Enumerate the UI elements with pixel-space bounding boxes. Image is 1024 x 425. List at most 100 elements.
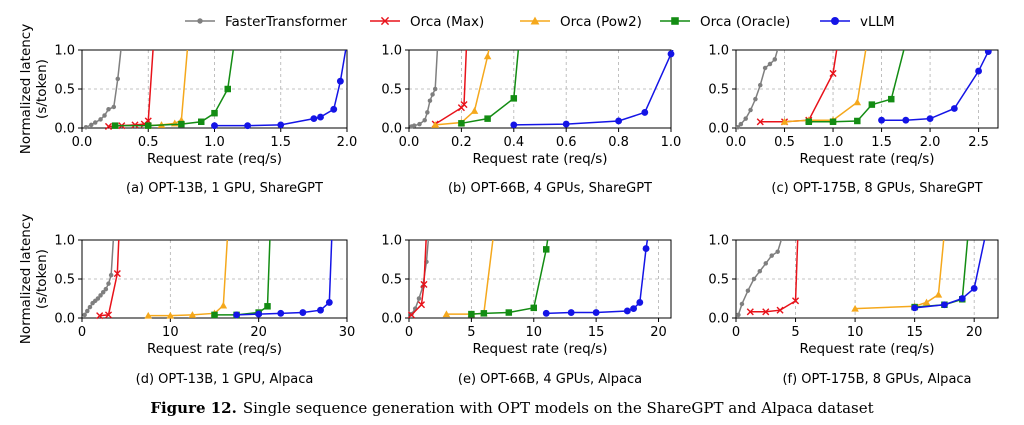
data-point [767,61,773,67]
x-tick-label: 10 [847,325,864,340]
subplot-title: (f) OPT-175B, 8 GPUs, Alpaca [782,372,971,387]
x-axis-label: Request rate (req/s) [147,341,282,357]
data-point [745,288,751,293]
data-point [748,107,753,113]
x-tick-label: 15 [588,325,605,340]
series-line [808,50,905,123]
series-line [546,240,649,315]
data-point [93,120,98,125]
data-point [98,117,103,122]
series-line [760,50,838,123]
x-tick-label: 0.4 [503,135,524,150]
x-tick-label: 0.5 [138,135,159,150]
y-tick-label: 0.0 [54,122,75,137]
data-point [430,92,435,97]
data-point [277,309,285,317]
x-tick-label: 1.5 [871,135,892,150]
y-tick-label: 1.0 [708,44,729,59]
legend-item: Orca (Max) [370,14,484,30]
data-point [934,290,943,298]
x-tick-label: 1.0 [661,135,682,150]
data-point [775,249,780,254]
data-point [468,310,475,318]
series-line [148,240,229,317]
data-point [753,96,758,102]
data-point [878,116,885,124]
data-point [902,116,910,124]
series-line [214,50,347,127]
y-tick-label: 1.0 [54,234,75,249]
data-point [108,272,114,278]
data-point [829,69,837,77]
data-point [83,124,89,130]
y-tick-label: 0.0 [54,312,75,327]
legend-label: Orca (Pow2) [560,14,642,30]
data-point [776,306,784,314]
data-point [483,52,492,60]
data-point [244,122,252,130]
data-point [940,301,948,309]
legend-label: Orca (Oracle) [700,14,790,30]
series-line [411,50,439,128]
data-point [510,121,518,129]
x-tick-label: 0.2 [451,135,472,150]
chart-panel: 0.0 0.2 0.4 0.6 0.8 1.0 0.0 0.5 1.0 Request rate … [381,44,682,197]
x-tick-label: 1.0 [204,135,225,150]
data-point [762,308,770,316]
y-tick-label: 1.0 [381,234,402,249]
data-point [96,312,104,320]
x-tick-label: 15 [906,325,923,340]
data-point [317,113,324,121]
data-point [417,121,422,127]
data-point [738,121,744,127]
data-point [85,308,90,314]
x-tick-label: 0 [78,325,86,340]
x-tick-label: 5 [467,325,475,340]
data-point [743,116,748,121]
data-point [970,284,978,292]
data-point [103,286,109,292]
data-point [484,115,491,122]
x-tick-label: 30 [339,325,356,340]
y-tick-label: 1.0 [708,234,729,249]
data-point [746,308,754,316]
data-point [111,104,117,110]
data-point [868,101,876,108]
x-tick-label: 0.8 [608,135,629,150]
data-point [984,50,992,55]
data-point [851,304,859,312]
data-point [922,298,931,306]
data-point [89,122,94,128]
subplot-title: (e) OPT-66B, 4 GPUs, Alpaca [458,372,642,387]
data-point [975,67,983,75]
legend-item: Orca (Pow2) [520,14,642,30]
chart-panel: 0 10 20 30 0.0 0.5 1.0 Request rate (req/s) Norm… [18,214,355,387]
y-tick-label: 0.5 [381,273,402,288]
data-point [420,280,428,289]
x-axis-label: Request rate (req/s) [472,151,607,167]
data-point [325,298,333,306]
data-point [233,311,241,319]
data-point [95,296,101,301]
data-point [113,269,121,278]
subplot-title: (a) OPT-13B, 1 GPU, ShareGPT [126,181,323,196]
x-tick-label: 0.6 [556,135,577,150]
x-axis-label: Request rate (req/s) [799,341,934,357]
data-point [623,307,631,315]
data-point [416,296,422,301]
data-point [145,122,152,129]
x-tick-label: 0 [732,325,740,340]
data-point [739,301,745,307]
x-axis-label: Request rate (req/s) [799,151,934,167]
data-point [277,121,285,129]
caption-text: Single sequence generation with OPT mode… [243,399,874,417]
data-point [757,268,763,274]
x-tick-label: 0.5 [774,135,795,150]
data-point [505,309,513,316]
series-line [461,50,520,125]
data-point [104,311,113,319]
x-tick-label: 10 [525,325,542,340]
